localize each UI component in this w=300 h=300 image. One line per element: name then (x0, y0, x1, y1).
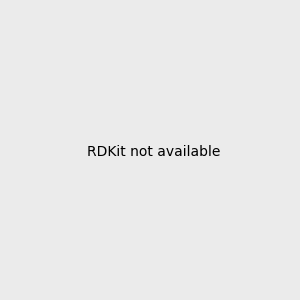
Text: RDKit not available: RDKit not available (87, 145, 220, 158)
